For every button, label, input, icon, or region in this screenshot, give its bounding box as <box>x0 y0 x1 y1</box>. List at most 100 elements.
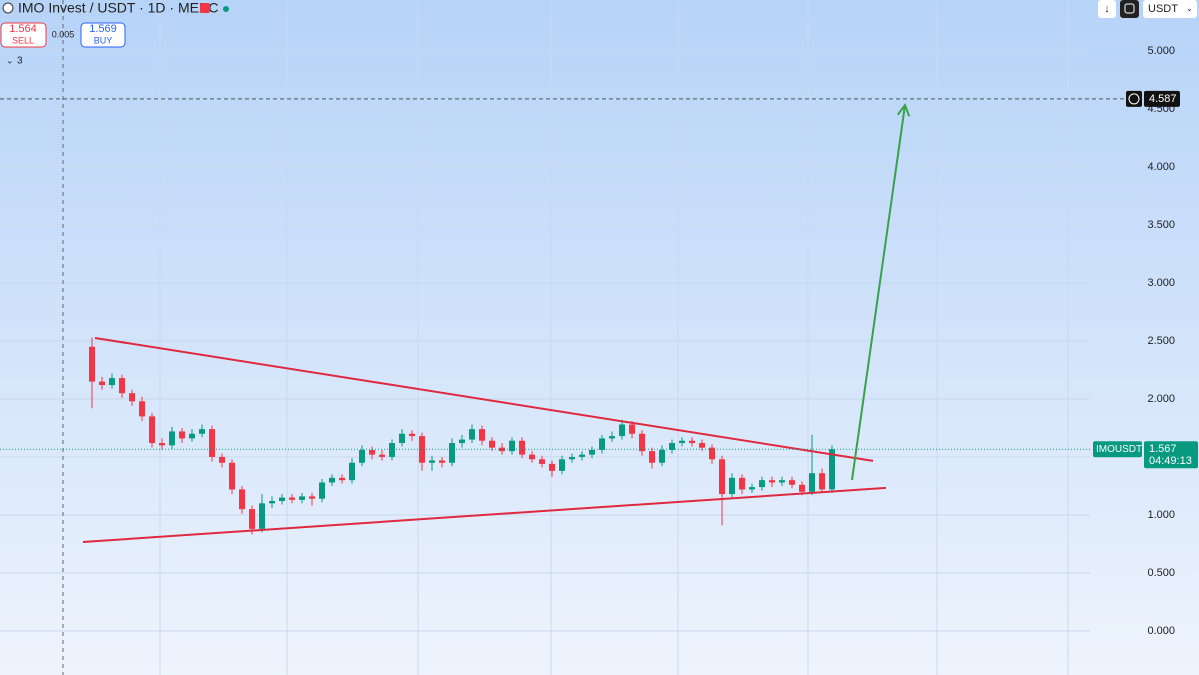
hline-icon <box>1128 93 1140 105</box>
candle-body <box>299 496 305 500</box>
candle-body <box>579 454 585 457</box>
toolbar: IMO Invest / USDT · 1D · MEXC 1.564 SELL… <box>0 0 1197 67</box>
candle-body <box>629 424 635 434</box>
y-tick-label: 2.000 <box>1147 393 1175 405</box>
candle-body <box>209 429 215 457</box>
indicator-count: 3 <box>17 56 23 67</box>
candle-body <box>669 443 675 450</box>
status <box>223 6 229 12</box>
candle-body <box>359 450 365 463</box>
candle-body <box>269 501 275 504</box>
candle-body <box>309 496 315 499</box>
candle-body <box>829 449 835 490</box>
price-label-box <box>1144 441 1198 469</box>
candle-body <box>539 459 545 464</box>
price-label: 1.567 <box>1149 443 1177 455</box>
trendline <box>94 336 874 462</box>
download-icon: ↓ <box>1104 3 1110 15</box>
candle-body <box>399 433 405 444</box>
y-tick-label: 2.500 <box>1147 335 1175 347</box>
candle-body <box>479 429 485 441</box>
candle-body <box>659 450 665 463</box>
candle-body <box>459 439 465 444</box>
candle-body <box>289 497 295 500</box>
candle-body <box>719 459 725 495</box>
candle-body <box>679 440 685 444</box>
candle-body <box>169 431 175 446</box>
candle-body <box>599 438 605 450</box>
flag[interactable] <box>200 3 210 13</box>
candle-body <box>279 497 285 502</box>
currency-caret: ⌄ <box>1186 4 1193 13</box>
candle-body <box>469 429 475 440</box>
candle-body <box>249 509 255 529</box>
logo <box>2 2 14 14</box>
candle-body <box>439 460 445 463</box>
candle-body <box>409 433 415 437</box>
candle-body <box>819 473 825 490</box>
candle-body <box>109 378 115 386</box>
candle-body <box>369 450 375 455</box>
download-button[interactable] <box>1098 0 1116 18</box>
buy-label: BUY <box>94 35 113 45</box>
candle-body <box>259 503 265 529</box>
candle-body <box>809 473 815 492</box>
candle-body <box>779 480 785 483</box>
y-tick-label: 1.000 <box>1147 509 1175 521</box>
symbol-label-box <box>1093 441 1142 458</box>
candle-body <box>759 480 765 488</box>
candle-body <box>639 433 645 452</box>
candle-body <box>739 477 745 490</box>
candle-body <box>769 480 775 483</box>
candle-body <box>189 433 195 439</box>
candle-body <box>419 436 425 463</box>
candle-body <box>179 431 185 439</box>
candle-body <box>339 477 345 481</box>
symbol-label: IMOUSDT <box>1096 444 1142 455</box>
candle-body <box>519 440 525 455</box>
candle-body <box>799 484 805 492</box>
countdown: 04:49:13 <box>1149 455 1192 467</box>
buy-button[interactable] <box>80 22 126 48</box>
sell-button[interactable] <box>0 22 47 48</box>
candle-body <box>239 489 245 510</box>
candle-body <box>729 477 735 495</box>
currency-select[interactable] <box>1143 0 1197 18</box>
candle-body <box>749 487 755 490</box>
candle-body <box>389 443 395 457</box>
fullscreen-icon <box>1124 3 1135 14</box>
candle-body <box>89 346 95 382</box>
candle-body <box>699 443 705 448</box>
candle-body <box>449 443 455 463</box>
candle-body <box>139 401 145 417</box>
candle-body <box>569 456 575 460</box>
trendline <box>82 486 887 543</box>
candle-body <box>319 482 325 499</box>
candle-body <box>489 440 495 448</box>
currency: USDT <box>1148 3 1178 15</box>
fullscreen-button[interactable] <box>1120 0 1139 18</box>
candle-body <box>379 454 385 457</box>
candle-body <box>429 460 435 463</box>
collapse[interactable]: ⌄ <box>6 55 14 65</box>
candle-body <box>229 462 235 490</box>
candle-body <box>609 436 615 439</box>
candle-body <box>149 416 155 444</box>
candle-body <box>549 463 555 471</box>
candle-body <box>559 459 565 471</box>
candle-body <box>709 447 715 460</box>
candle-body <box>219 456 225 463</box>
hline-icon-box <box>1126 90 1142 107</box>
candle-body <box>619 424 625 437</box>
sell-price: 1.564 <box>9 23 37 35</box>
candle-body <box>349 462 355 481</box>
y-tick-label: 0.000 <box>1147 625 1175 637</box>
arrow <box>851 104 906 481</box>
candle-body <box>199 429 205 434</box>
hline-label-box <box>1144 90 1180 107</box>
candle-body <box>529 454 535 460</box>
y-tick-label: 5.000 <box>1147 45 1175 57</box>
buy-price: 1.569 <box>89 23 117 35</box>
